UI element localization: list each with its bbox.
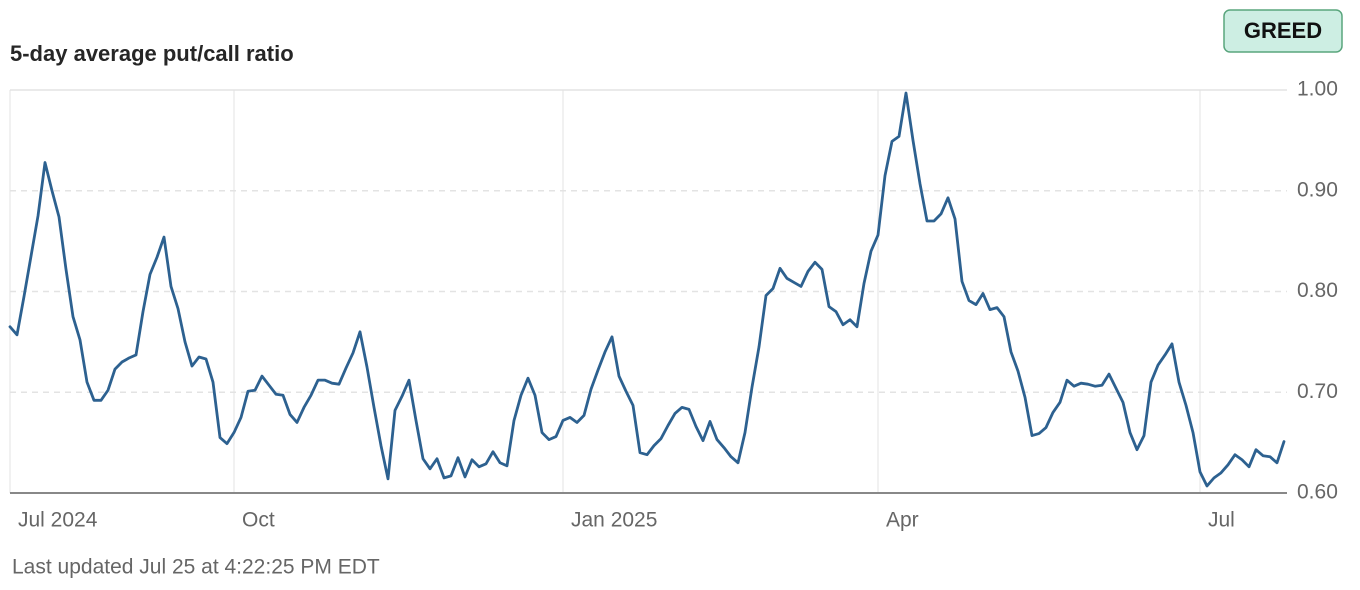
x-tick-label: Jan 2025 <box>571 509 657 532</box>
y-tick-label: 1.00 <box>1297 78 1338 101</box>
y-tick-label: 0.70 <box>1297 380 1338 403</box>
badge: GREED <box>1244 18 1322 43</box>
y-tick-label: 0.80 <box>1297 279 1338 302</box>
data-line <box>8 91 1286 488</box>
x-tick-label: Jul <box>1208 509 1235 532</box>
x-tick-label: Oct <box>242 509 275 532</box>
badge-box <box>1223 9 1343 53</box>
y-tick-label: 0.60 <box>1297 481 1338 504</box>
x-tick-label: Apr <box>886 509 919 532</box>
chart-title: 5-day average put/call ratio <box>10 41 294 66</box>
footnote: Last updated Jul 25 at 4:22:25 PM EDT <box>12 556 380 579</box>
x-tick-label: Jul 2024 <box>18 509 98 532</box>
y-tick-label: 0.90 <box>1297 178 1338 201</box>
